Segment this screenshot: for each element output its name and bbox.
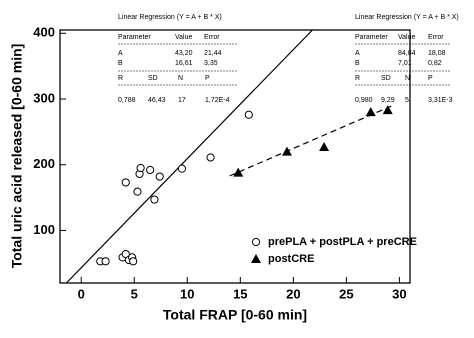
point xyxy=(136,163,145,173)
table-cell: 3,35 xyxy=(204,60,218,67)
table-cell: 43,20 xyxy=(175,50,193,57)
x-tick-label: 10 xyxy=(180,286,194,301)
table-cell: 0,82 xyxy=(428,60,442,67)
table-cell: 3,31E-3 xyxy=(428,97,453,104)
point xyxy=(382,105,393,115)
table-cell: B xyxy=(355,60,360,67)
point xyxy=(121,178,130,187)
table-cell: 16,61 xyxy=(175,60,193,67)
table-header: N xyxy=(178,75,183,82)
point xyxy=(281,146,292,156)
legend-label: prePLA + postPLA + preCRE xyxy=(268,236,417,248)
table-header: Error xyxy=(204,34,220,41)
point xyxy=(150,195,159,204)
point xyxy=(206,153,215,162)
table-cell: A xyxy=(355,50,360,57)
table-header: R xyxy=(355,75,360,82)
plot-area xyxy=(65,30,395,283)
legend-label: postCRE xyxy=(268,253,314,265)
plot-frame xyxy=(59,29,411,284)
point xyxy=(244,110,253,119)
point xyxy=(233,167,244,177)
legend-marker xyxy=(251,237,261,247)
table-header: SD xyxy=(381,75,391,82)
y-tick-label: 100 xyxy=(33,222,55,237)
table-cell: 17 xyxy=(178,97,186,104)
table-header: N xyxy=(405,75,410,82)
y-axis-label: Total uric acid released [0-60 min] xyxy=(9,44,25,269)
point xyxy=(101,257,110,266)
x-tick-label: 25 xyxy=(339,286,353,301)
point xyxy=(319,141,330,151)
x-tick-label: 15 xyxy=(233,286,247,301)
x-tick-label: 5 xyxy=(131,286,138,301)
x-tick-label: 0 xyxy=(78,286,85,301)
y-tick-label: 400 xyxy=(33,25,55,40)
table-cell: 21,44 xyxy=(204,50,222,57)
table-cell: 0,980 xyxy=(355,97,373,104)
table-cell: 1,72E-4 xyxy=(205,97,230,104)
table-header: SD xyxy=(148,75,158,82)
table-cell: 7,01 xyxy=(398,60,412,67)
table-cell: 0,788 xyxy=(118,97,136,104)
point xyxy=(133,187,142,196)
table-cell: 9,29 xyxy=(381,97,395,104)
table-header: P xyxy=(428,75,433,82)
table-header: Value xyxy=(175,34,192,41)
x-tick-label: 20 xyxy=(286,286,300,301)
point xyxy=(177,164,187,173)
point xyxy=(129,257,138,266)
table-title: Linear Regression (Y = A + B * X) xyxy=(118,14,222,21)
legend-marker xyxy=(251,254,261,263)
table-header: Error xyxy=(428,34,444,41)
table-header: Value xyxy=(398,34,415,41)
table-header: Parameter xyxy=(118,34,151,41)
fit-line xyxy=(65,30,313,283)
table-cell: 46,43 xyxy=(148,97,166,104)
table-cell: 18,08 xyxy=(428,50,446,57)
point xyxy=(365,107,376,117)
table-cell: A xyxy=(118,50,123,57)
table-header: R xyxy=(118,75,123,82)
table-cell: B xyxy=(118,60,123,67)
point xyxy=(146,165,155,175)
y-tick-label: 300 xyxy=(33,90,55,105)
table-header: Parameter xyxy=(355,34,388,41)
table-cell: 84,84 xyxy=(398,50,416,57)
table-title: Linear Regression (Y = A + B * X) xyxy=(355,14,459,21)
x-tick-label: 30 xyxy=(392,286,406,301)
y-tick-label: 200 xyxy=(33,156,55,171)
table-header: P xyxy=(205,75,210,82)
x-axis-label: Total FRAP [0-60 min] xyxy=(163,307,307,323)
table-cell: 5 xyxy=(405,97,409,104)
point xyxy=(155,172,164,181)
